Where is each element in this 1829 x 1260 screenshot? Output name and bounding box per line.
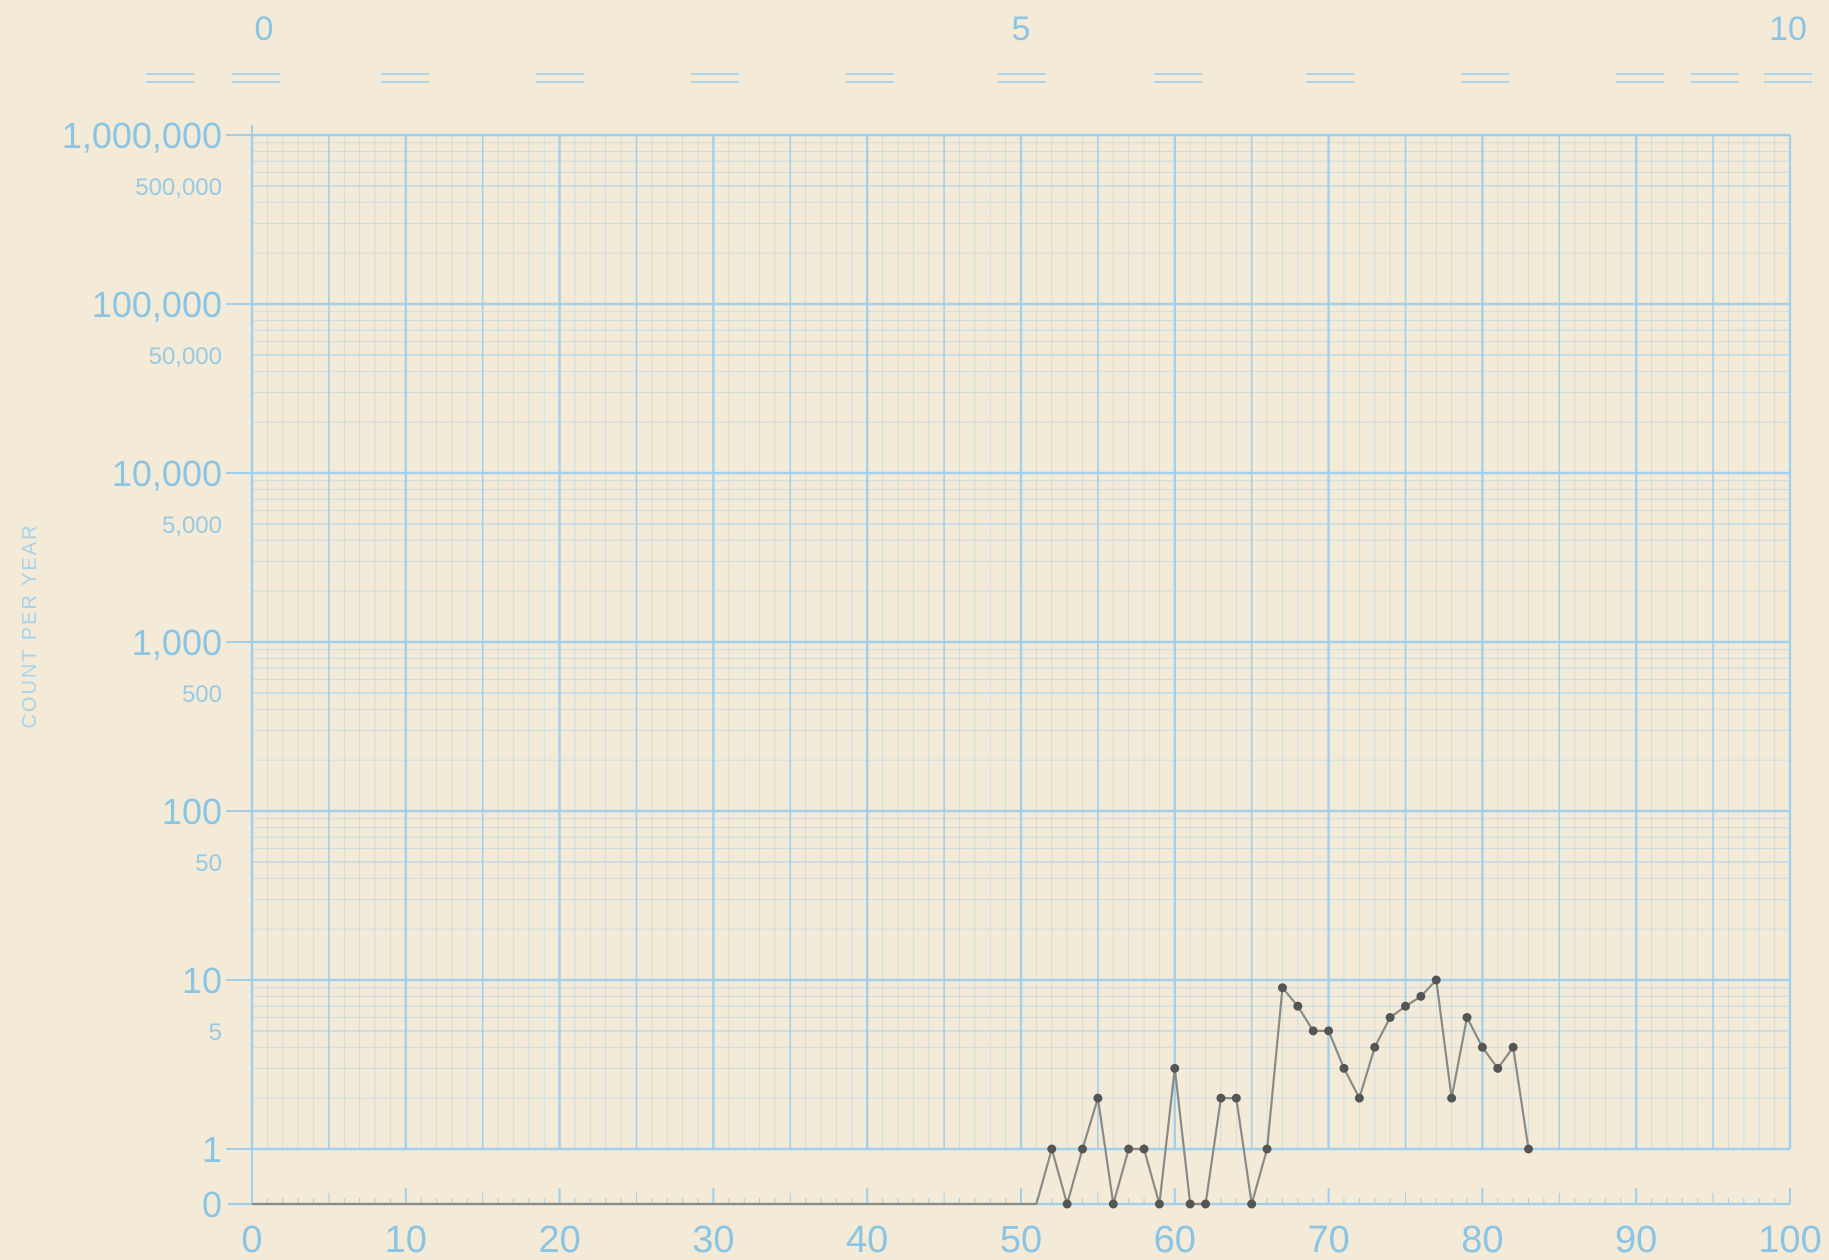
x-tick-label: 100: [1758, 1219, 1821, 1260]
data-point: [1277, 983, 1287, 993]
y-tick-label-minor: 5,000: [162, 512, 222, 539]
data-point: [1154, 1199, 1164, 1209]
top-tick-label: 5: [1012, 10, 1031, 48]
y-tick-label-minor: 5: [209, 1019, 222, 1046]
y-tick-label-minor: 50: [195, 850, 222, 877]
data-point: [1508, 1042, 1518, 1052]
x-tick-label: 50: [1000, 1219, 1042, 1260]
data-point: [1493, 1063, 1503, 1073]
data-point: [1262, 1144, 1272, 1154]
x-tick-label: 70: [1307, 1219, 1349, 1260]
data-point: [1062, 1199, 1072, 1209]
data-point: [1431, 975, 1441, 985]
data-point: [1339, 1063, 1349, 1073]
top-tick-label: 10: [1769, 10, 1807, 48]
data-point: [1401, 1001, 1410, 1011]
data-point: [1293, 1001, 1303, 1011]
data-point: [1324, 1026, 1334, 1036]
data-point: [1477, 1042, 1487, 1052]
data-point: [1462, 1012, 1472, 1022]
data-point: [1385, 1012, 1395, 1022]
y-tick-label-major: 100: [162, 791, 222, 832]
x-tick-label: 80: [1461, 1219, 1503, 1260]
y-tick-label-major: 0: [202, 1184, 222, 1225]
tick-labels: 0 5 100 10 20 30 40 50 60 70 80 90 1001,000,000100,0…: [62, 10, 1822, 1260]
data-point: [1524, 1144, 1534, 1154]
data-point: [1216, 1093, 1226, 1103]
data-point: [1201, 1199, 1211, 1209]
top-scale-marks: [146, 73, 1812, 83]
data-point: [1370, 1042, 1380, 1052]
top-tick-label: 0: [255, 10, 274, 48]
data-point: [1447, 1093, 1457, 1103]
y-tick-label-major: 10,000: [112, 453, 222, 494]
x-tick-label: 20: [538, 1219, 580, 1260]
y-tick-label-major: 1,000: [132, 622, 222, 663]
data-point: [1093, 1093, 1103, 1103]
data-point: [1354, 1093, 1364, 1103]
data-point: [1416, 991, 1426, 1001]
data-point: [1108, 1199, 1118, 1209]
x-tick-label: 30: [692, 1219, 734, 1260]
x-tick-label: 60: [1154, 1219, 1196, 1260]
y-tick-label-major: 1,000,000: [62, 115, 222, 156]
y-axis-label: COUNT PER YEAR: [19, 523, 41, 728]
data-point: [1139, 1144, 1149, 1154]
series-line: [252, 978, 1530, 1206]
y-tick-label-major: 100,000: [92, 284, 222, 325]
y-tick-label-minor: 500,000: [135, 174, 222, 201]
y-tick-label-major: 10: [182, 960, 222, 1001]
y-tick-label-major: 1: [202, 1129, 222, 1170]
data-point: [1185, 1199, 1195, 1209]
data-point: [1124, 1144, 1134, 1154]
data-point: [1308, 1026, 1318, 1036]
data-point: [1047, 1144, 1057, 1154]
x-tick-label: 90: [1615, 1219, 1657, 1260]
data-point: [1247, 1199, 1257, 1209]
x-tick-label: 40: [846, 1219, 888, 1260]
data-point: [1170, 1063, 1180, 1073]
data-point: [1078, 1144, 1088, 1154]
x-tick-label: 10: [385, 1219, 427, 1260]
y-tick-label-minor: 50,000: [149, 343, 222, 370]
x-tick-label: 0: [241, 1219, 262, 1260]
major-grid: [226, 125, 1792, 1206]
data-series: [252, 975, 1534, 1209]
data-point: [1231, 1093, 1241, 1103]
y-tick-label-minor: 500: [182, 681, 222, 708]
